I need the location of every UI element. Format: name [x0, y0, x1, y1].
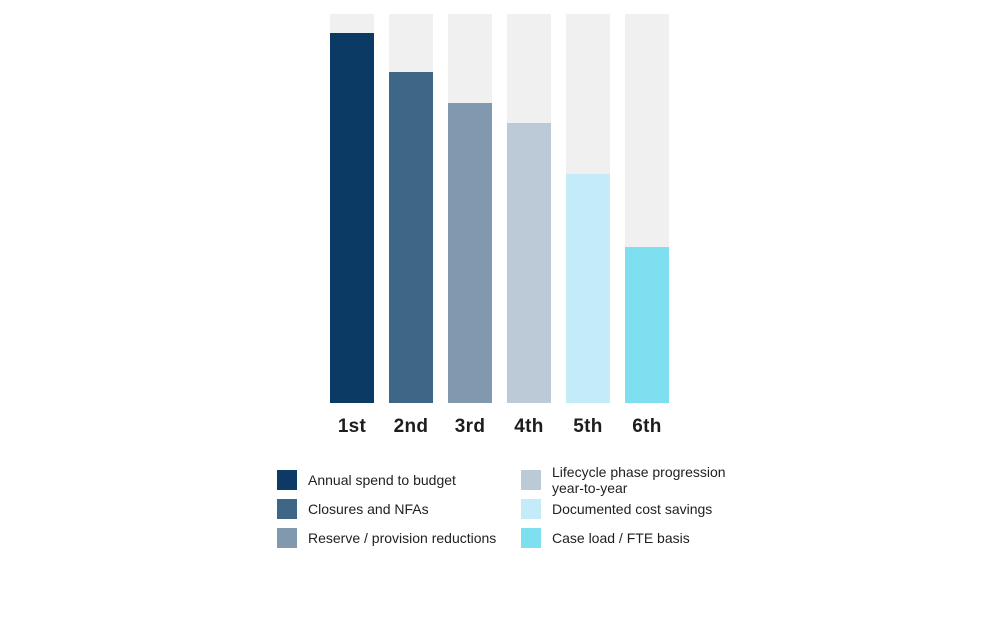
- legend-swatch: [277, 470, 297, 490]
- legend-label: Reserve / provision reductions: [308, 530, 497, 546]
- legend-item: Case load / FTE basis: [521, 528, 726, 548]
- bar-track: [448, 14, 492, 403]
- legend-label: Annual spend to budget: [308, 472, 456, 488]
- bar-label: 5th: [573, 416, 603, 437]
- bar-track: [330, 14, 374, 403]
- bar-column-2nd: 2nd: [389, 14, 433, 438]
- legend-column-right: Lifecycle phase progression year-to-year D…: [521, 464, 726, 557]
- legend-swatch: [521, 499, 541, 519]
- bar-chart: 1st 2nd 3rd 4th 5th 6th: [330, 14, 669, 438]
- legend-swatch: [521, 528, 541, 548]
- bar-column-5th: 5th: [566, 14, 610, 438]
- legend-swatch: [277, 499, 297, 519]
- bar-fill-6th: [625, 247, 669, 403]
- bar-track: [389, 14, 433, 403]
- legend-item: Closures and NFAs: [277, 499, 496, 519]
- legend-swatch: [521, 470, 541, 490]
- bar-column-6th: 6th: [625, 14, 669, 438]
- bar-fill-1st: [330, 33, 374, 403]
- legend-label: Lifecycle phase progression year-to-year: [552, 464, 726, 496]
- legend-column-left: Annual spend to budget Closures and NFAs R…: [277, 470, 496, 557]
- legend-swatch: [277, 528, 297, 548]
- bar-column-3rd: 3rd: [448, 14, 492, 438]
- legend-item: Reserve / provision reductions: [277, 528, 496, 548]
- legend-label: Documented cost savings: [552, 501, 713, 517]
- legend-item: Annual spend to budget: [277, 470, 496, 490]
- bar-track: [507, 14, 551, 403]
- bar-label: 4th: [514, 416, 544, 437]
- bar-label: 6th: [632, 416, 662, 437]
- legend-label: Case load / FTE basis: [552, 530, 690, 546]
- bar-column-1st: 1st: [330, 14, 374, 438]
- bar-fill-5th: [566, 173, 610, 403]
- bar-fill-2nd: [389, 72, 433, 403]
- bar-column-4th: 4th: [507, 14, 551, 438]
- bar-track: [625, 14, 669, 403]
- legend-label: Closures and NFAs: [308, 501, 429, 517]
- bar-label: 3rd: [454, 416, 486, 437]
- bar-fill-4th: [507, 122, 551, 403]
- bar-label: 1st: [337, 416, 367, 437]
- bar-fill-3rd: [448, 103, 492, 403]
- bar-track: [566, 14, 610, 403]
- legend-item: Lifecycle phase progression year-to-year: [521, 464, 726, 496]
- bar-label: 2nd: [393, 416, 429, 437]
- legend-item: Documented cost savings: [521, 499, 726, 519]
